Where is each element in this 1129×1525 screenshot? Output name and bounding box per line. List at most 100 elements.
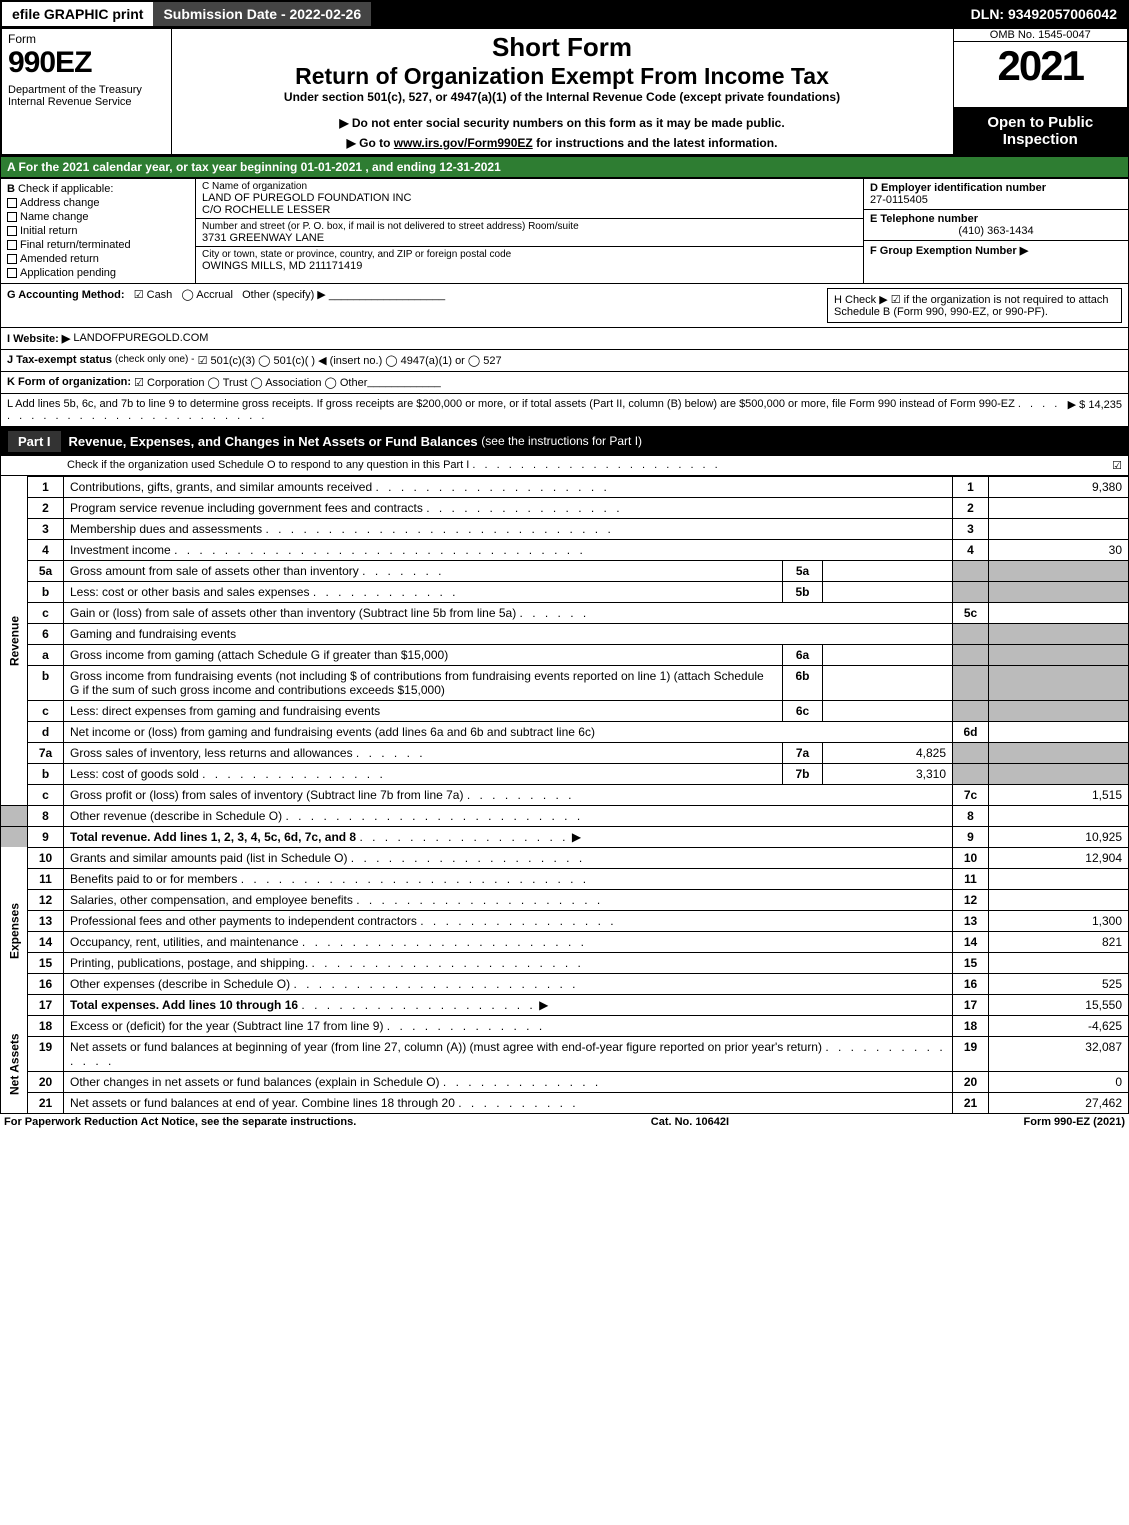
l6a-shade1 (953, 644, 989, 665)
check-final-return[interactable]: Final return/terminated (7, 239, 189, 251)
l3-num: 3 (28, 518, 64, 539)
l7b-subval: 3,310 (823, 763, 953, 784)
j-label: J Tax-exempt status (7, 354, 112, 367)
l7a-shade2 (989, 742, 1129, 763)
f-row: F Group Exemption Number ▶ (864, 241, 1128, 260)
l-row: L Add lines 5b, 6c, and 7b to line 9 to … (0, 394, 1129, 427)
l3-amt (989, 518, 1129, 539)
j-sub: (check only one) - (115, 354, 194, 367)
l9-desc: Total revenue. Add lines 1, 2, 3, 4, 5c,… (64, 826, 953, 847)
l6c-shade2 (989, 700, 1129, 721)
l4-desc: Investment income . . . . . . . . . . . … (64, 539, 953, 560)
l6d-amt (989, 721, 1129, 742)
l10-desc: Grants and similar amounts paid (list in… (64, 847, 953, 868)
rev-tail-shade2 (1, 826, 28, 847)
l15-desc: Printing, publications, postage, and shi… (64, 952, 953, 973)
l8-col: 8 (953, 805, 989, 826)
l18-desc: Excess or (deficit) for the year (Subtra… (64, 1015, 953, 1036)
check-initial-return[interactable]: Initial return (7, 225, 189, 237)
form-number: 990EZ (8, 46, 165, 80)
check-application-pending[interactable]: Application pending (7, 267, 189, 279)
part1-sub: (see the instructions for Part I) (481, 434, 642, 448)
j-options[interactable]: ☑ 501(c)(3) ◯ 501(c)( ) ◀ (insert no.) ◯… (198, 354, 502, 367)
l19-col: 19 (953, 1036, 989, 1071)
open-to-public-badge: Open to Public Inspection (954, 108, 1128, 154)
l4-num: 4 (28, 539, 64, 560)
check-amended-return[interactable]: Amended return (7, 253, 189, 265)
l18-col: 18 (953, 1015, 989, 1036)
l12-num: 12 (28, 889, 64, 910)
l5c-amt (989, 602, 1129, 623)
l8-num: 8 (28, 805, 64, 826)
revenue-vert-label: Revenue (1, 476, 28, 805)
part1-checkbox[interactable]: ☑ (1112, 459, 1122, 472)
l1-num: 1 (28, 476, 64, 497)
e-row: E Telephone number (410) 363-1434 (864, 210, 1128, 241)
l6c-subval (823, 700, 953, 721)
l3-desc: Membership dues and assessments . . . . … (64, 518, 953, 539)
l-amount: ▶ $ 14,235 (1068, 398, 1122, 422)
l2-desc: Program service revenue including govern… (64, 497, 953, 518)
l17-col: 17 (953, 994, 989, 1015)
i-label: I Website: ▶ (7, 332, 70, 345)
l21-num: 21 (28, 1092, 64, 1113)
l20-amt: 0 (989, 1071, 1129, 1092)
submission-date: Submission Date - 2022-02-26 (153, 2, 371, 26)
l11-amt (989, 868, 1129, 889)
l6c-shade1 (953, 700, 989, 721)
l6d-desc: Net income or (loss) from gaming and fun… (64, 721, 953, 742)
l5b-subval (823, 581, 953, 602)
j-row: J Tax-exempt status (check only one) - ☑… (0, 350, 1129, 372)
l7c-amt: 1,515 (989, 784, 1129, 805)
g-cash[interactable]: Cash (147, 289, 173, 301)
l16-amt: 525 (989, 973, 1129, 994)
k-label: K Form of organization: (7, 376, 131, 389)
l4-amt: 30 (989, 539, 1129, 560)
l6b-shade2 (989, 665, 1129, 700)
l5b-desc: Less: cost or other basis and sales expe… (64, 581, 783, 602)
l17-amt: 15,550 (989, 994, 1129, 1015)
l9-col: 9 (953, 826, 989, 847)
l13-num: 13 (28, 910, 64, 931)
g-accrual[interactable]: Accrual (196, 289, 233, 301)
instr-goto: ▶ Go to www.irs.gov/Form990EZ for instru… (178, 130, 947, 150)
l7b-num: b (28, 763, 64, 784)
l17-num: 17 (28, 994, 64, 1015)
k-options[interactable]: ☑ Corporation ◯ Trust ◯ Association ◯ Ot… (134, 376, 367, 389)
l21-amt: 27,462 (989, 1092, 1129, 1113)
l5b-num: b (28, 581, 64, 602)
l6a-num: a (28, 644, 64, 665)
l5a-subcol: 5a (783, 560, 823, 581)
l13-amt: 1,300 (989, 910, 1129, 931)
f-label: F Group Exemption Number ▶ (870, 245, 1028, 257)
l5a-shade1 (953, 560, 989, 581)
org-city: OWINGS MILLS, MD 211171419 (202, 260, 857, 272)
top-bar: efile GRAPHIC print Submission Date - 20… (0, 0, 1129, 28)
efile-print-label[interactable]: efile GRAPHIC print (2, 2, 153, 26)
c-name-label: C Name of organization (202, 181, 857, 192)
part1-title: Revenue, Expenses, and Changes in Net As… (69, 434, 478, 449)
l5b-shade1 (953, 581, 989, 602)
l10-amt: 12,904 (989, 847, 1129, 868)
l2-amt (989, 497, 1129, 518)
g-other[interactable]: Other (specify) ▶ (242, 289, 326, 301)
l11-num: 11 (28, 868, 64, 889)
footer-mid: Cat. No. 10642I (651, 1116, 729, 1128)
dln-label: DLN: 93492057006042 (961, 2, 1127, 26)
header-table: Form 990EZ Department of the Treasury In… (0, 28, 1129, 156)
check-name-change[interactable]: Name change (7, 211, 189, 223)
l18-amt: -4,625 (989, 1015, 1129, 1036)
instr-link[interactable]: www.irs.gov/Form990EZ (394, 136, 533, 150)
rev-tail-shade (1, 805, 28, 826)
l7a-shade1 (953, 742, 989, 763)
b-check-if: Check if applicable: (18, 183, 113, 195)
g-h-row: G Accounting Method: ☑ Cash ◯ Accrual Ot… (0, 284, 1129, 328)
website-value[interactable]: LANDOFPUREGOLD.COM (73, 332, 208, 345)
c-name-row: C Name of organization LAND OF PUREGOLD … (196, 179, 863, 219)
l11-desc: Benefits paid to or for members . . . . … (64, 868, 953, 889)
l6a-desc: Gross income from gaming (attach Schedul… (64, 644, 783, 665)
l11-col: 11 (953, 868, 989, 889)
check-address-change[interactable]: Address change (7, 197, 189, 209)
section-a-bar: A For the 2021 calendar year, or tax yea… (0, 156, 1129, 178)
l21-col: 21 (953, 1092, 989, 1113)
